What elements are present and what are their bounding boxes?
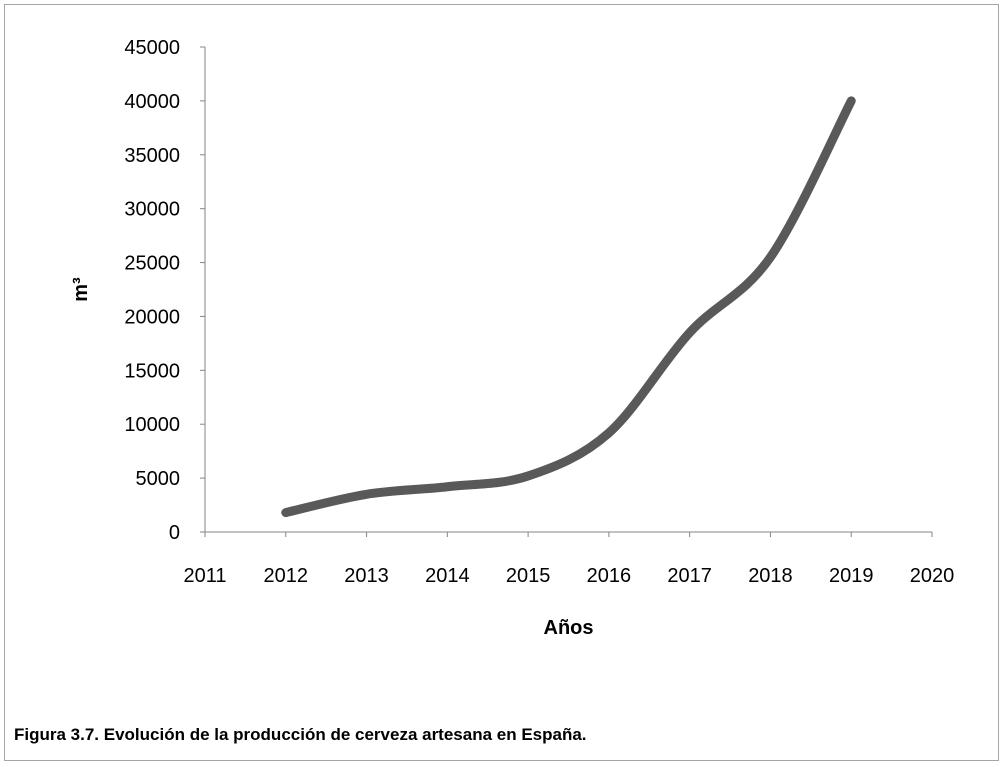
y-tick-label: 15000 xyxy=(124,360,180,382)
x-tick-label: 2017 xyxy=(667,565,712,587)
y-tick-label: 20000 xyxy=(124,306,180,328)
x-tick-label: 2016 xyxy=(587,565,632,587)
figure-caption: Figura 3.7. Evolución de la producción d… xyxy=(14,725,587,744)
y-tick-label: 45000 xyxy=(124,37,180,59)
x-tick-label: 2014 xyxy=(425,565,470,587)
y-axis-ticks: 0 5000 10000 15000 20000 25000 30000 35000 40000… xyxy=(124,37,205,544)
x-tick-label: 2018 xyxy=(748,565,793,587)
x-tick-label: 2020 xyxy=(910,565,955,587)
chart-frame xyxy=(4,4,999,761)
y-tick-label: 30000 xyxy=(124,199,180,221)
y-tick-label: 40000 xyxy=(124,91,180,113)
x-tick-label: 2013 xyxy=(344,565,389,587)
y-tick-label: 35000 xyxy=(124,145,180,167)
y-tick-label: 0 xyxy=(169,522,180,544)
x-tick-label: 2019 xyxy=(829,565,874,587)
x-tick-label: 2012 xyxy=(264,565,309,587)
x-axis-ticks: 2011 2012 2013 2014 2015 2016 2017 2018 2019 2020 xyxy=(183,532,954,587)
x-tick-label: 2011 xyxy=(183,565,226,587)
series-line-0 xyxy=(281,96,856,518)
chart-axes xyxy=(204,47,932,533)
x-tick-label: 2015 xyxy=(506,565,551,587)
y-tick-label: 5000 xyxy=(136,468,181,490)
y-axis-title: m³ xyxy=(70,277,92,302)
x-axis-title: Años xyxy=(544,617,594,639)
y-tick-label: 25000 xyxy=(124,253,180,275)
y-tick-label: 10000 xyxy=(124,414,180,436)
series-layer xyxy=(281,96,856,518)
